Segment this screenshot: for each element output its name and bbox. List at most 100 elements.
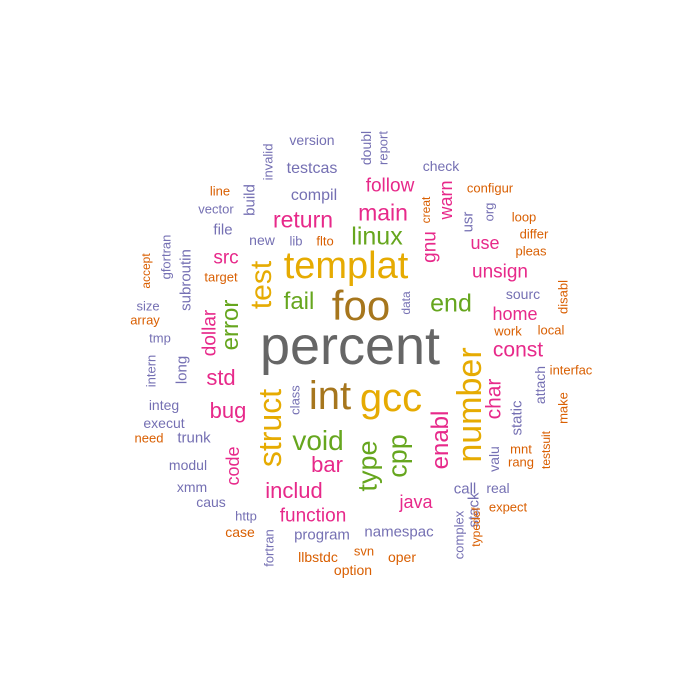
word-configur: configur — [466, 180, 514, 196]
word-complex: complex — [451, 510, 467, 560]
word-usr: usr — [459, 211, 477, 233]
word-typedef: typedef — [469, 507, 483, 547]
word-check: check — [422, 158, 460, 174]
word-new: new — [249, 232, 275, 248]
word-lib: lib — [289, 233, 303, 249]
word-char: char — [482, 378, 506, 420]
word-std: std — [206, 365, 236, 390]
word-struct: struct — [252, 388, 288, 468]
word-return: return — [272, 206, 334, 233]
word-real: real — [486, 480, 510, 496]
word-local: local — [537, 322, 565, 338]
word-namespac: namespac — [364, 523, 434, 541]
word-case: case — [225, 524, 255, 540]
word-static: static — [508, 400, 526, 436]
word-percent: percent — [259, 316, 441, 376]
word-make: make — [555, 392, 571, 424]
word-svn: svn — [353, 543, 375, 559]
word-doubl: doubl — [358, 130, 374, 166]
word-gnu: gnu — [419, 231, 441, 263]
word-line: line — [209, 183, 231, 199]
word-class: class — [287, 385, 303, 415]
word-home: home — [492, 304, 538, 324]
word-invalid: invalid — [260, 143, 276, 181]
word-modul: modul — [168, 457, 208, 473]
word-function: function — [279, 505, 347, 527]
word-main: main — [358, 199, 408, 226]
word-enabl: enabl — [427, 410, 454, 470]
word-mnt: mnt — [510, 441, 532, 457]
word-flto: flto — [316, 233, 334, 249]
word-code: code — [223, 446, 243, 486]
word-bar: bar — [311, 452, 343, 477]
word-oper: oper — [387, 549, 417, 565]
word-rang: rang — [507, 454, 535, 470]
word-testsuit: testsuit — [539, 430, 553, 470]
word-disabl: disabl — [555, 280, 571, 314]
word-gfortran: gfortran — [158, 234, 174, 280]
word-sourc: sourc — [505, 286, 541, 302]
word-loop: loop — [511, 209, 537, 225]
word-program: program — [294, 526, 350, 544]
word-foo: foo — [331, 282, 391, 329]
word-cpp: cpp — [382, 434, 413, 478]
word-use: use — [470, 233, 500, 253]
word-vector: vector — [198, 201, 234, 217]
word-array: array — [130, 312, 160, 328]
word-creat: creat — [419, 196, 433, 224]
word-subroutin: subroutin — [177, 249, 195, 311]
word-differ: differ — [519, 226, 549, 242]
word-const: const — [492, 338, 544, 362]
word-llbstdc: llbstdc — [298, 549, 338, 565]
word-accept: accept — [139, 253, 153, 289]
word-valu: valu — [486, 446, 502, 472]
word-integ: integ — [148, 397, 180, 413]
word-gcc: gcc — [359, 376, 423, 420]
word-org: org — [481, 202, 497, 222]
word-http: http — [235, 508, 257, 524]
word-test: test — [245, 260, 278, 310]
word-call: call — [453, 480, 477, 498]
word-fail: fail — [283, 288, 315, 315]
word-report: report — [375, 131, 391, 165]
word-templat: templat — [283, 245, 409, 287]
word-file: file — [213, 221, 233, 239]
word-compil: compil — [290, 187, 338, 204]
word-xmm: xmm — [176, 479, 208, 495]
word-src: src — [213, 247, 239, 269]
word-bug: bug — [209, 398, 247, 423]
word-size: size — [136, 298, 160, 314]
word-warn: warn — [436, 180, 456, 220]
word-target: target — [204, 269, 238, 285]
word-build: build — [241, 184, 259, 216]
word-linux: linux — [351, 222, 403, 251]
word-type: type — [352, 440, 383, 492]
word-intern: intern — [143, 354, 159, 388]
word-tmp: tmp — [149, 330, 171, 346]
word-interfac: interfac — [549, 362, 593, 378]
word-testcas: testcas — [286, 160, 338, 177]
word-long: long — [173, 355, 191, 385]
word-unsign: unsign — [472, 261, 528, 283]
word-dollar: dollar — [199, 309, 221, 357]
word-java: java — [399, 492, 433, 512]
word-caus: caus — [196, 494, 226, 510]
word-includ: includ — [265, 478, 323, 503]
word-int: int — [308, 374, 352, 418]
word-option: option — [333, 562, 373, 578]
word-need: need — [134, 430, 164, 446]
word-expect: expect — [488, 499, 528, 515]
word-execut: execut — [143, 415, 185, 431]
word-trunk: trunk — [177, 429, 211, 447]
word-data: data — [399, 291, 413, 315]
word-version: version — [289, 132, 335, 148]
word-error: error — [217, 299, 244, 351]
word-pleas: pleas — [515, 243, 547, 259]
word-end: end — [430, 289, 472, 318]
word-follow: follow — [365, 175, 415, 197]
word-attach: attach — [532, 365, 548, 405]
word-fortran: fortran — [261, 529, 277, 567]
word-void: void — [292, 425, 344, 456]
word-work: work — [494, 323, 522, 339]
